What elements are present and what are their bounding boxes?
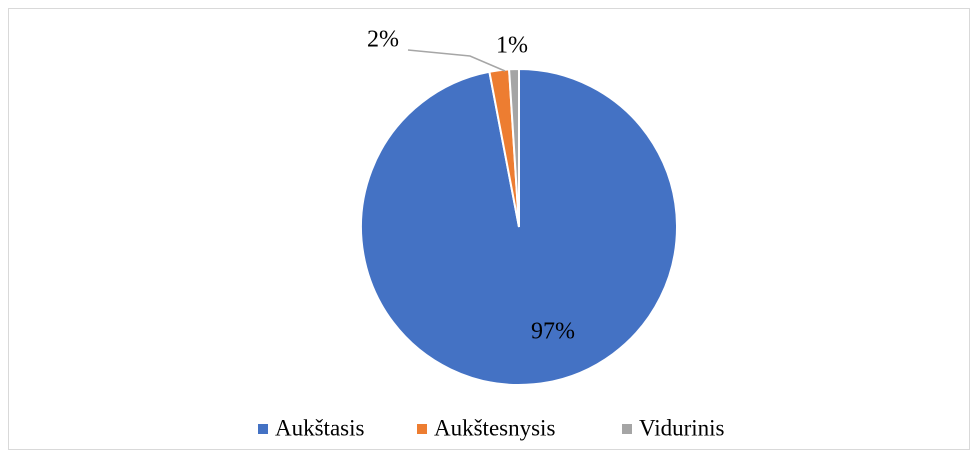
pie-slice <box>508 67 520 228</box>
data-label: 97% <box>531 319 575 345</box>
legend-marker <box>622 424 632 434</box>
legend-label: Vidurinis <box>639 415 725 440</box>
data-label: 2% <box>367 27 399 53</box>
data-label: 1% <box>496 33 528 59</box>
legend-marker <box>417 424 427 434</box>
legend-marker <box>258 424 268 434</box>
legend-label: Aukštasis <box>275 415 365 440</box>
legend-label: Aukštesnysis <box>434 415 555 440</box>
leader-line <box>407 49 506 72</box>
